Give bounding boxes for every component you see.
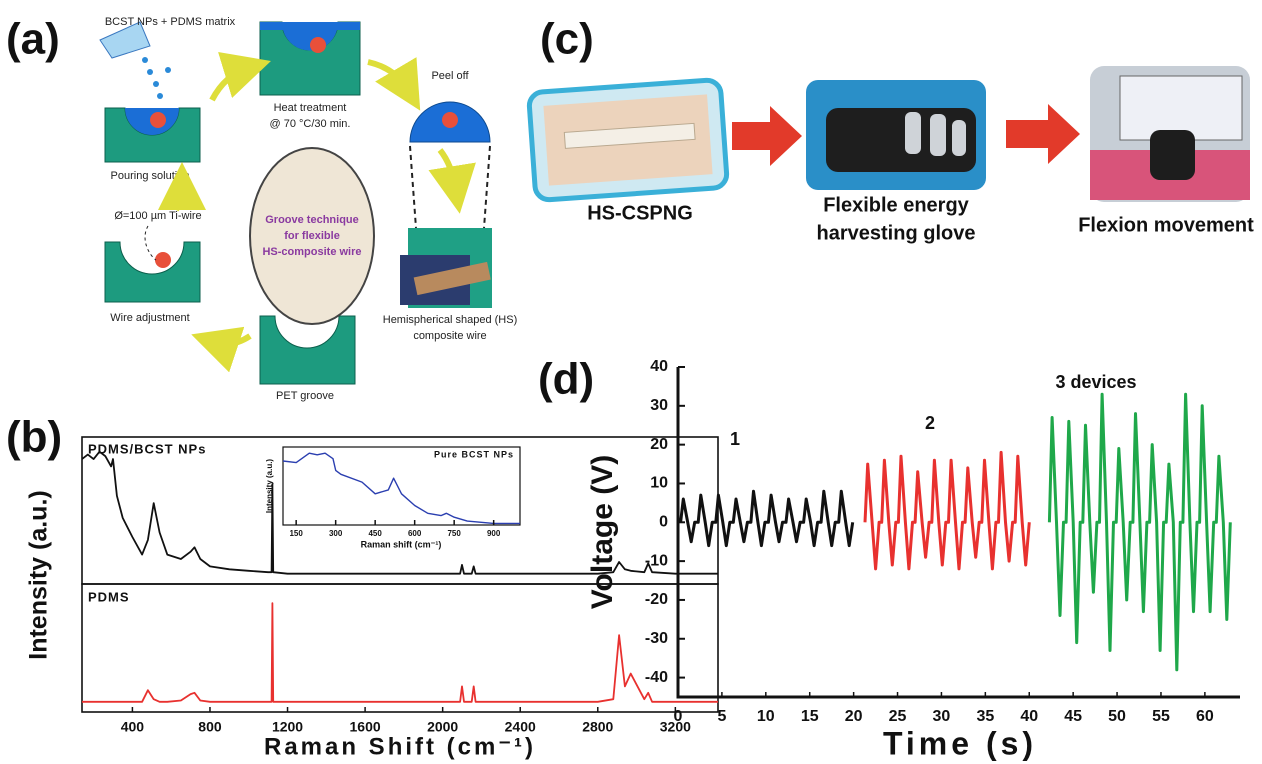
label: BCST NPs + PDMS matrix (105, 16, 236, 28)
flow-arrow (214, 336, 250, 344)
x-tick-label: 25 (889, 708, 907, 725)
chart-title: PDMS/BCST NPs (88, 441, 206, 456)
y-tick-label: 20 (650, 436, 668, 453)
x-tick-label: 300 (329, 529, 343, 538)
groove-block (105, 242, 200, 302)
plot-area (82, 584, 718, 712)
x-tick-label: 15 (801, 708, 819, 725)
label: Heat treatment (274, 102, 347, 114)
x-axis-label: Raman Shift (cm⁻¹) (264, 733, 536, 760)
droplet (147, 69, 153, 75)
series-label: 1 (730, 429, 740, 449)
y-tick-label: -40 (645, 669, 668, 686)
wire (155, 252, 171, 268)
x-tick-label: 600 (408, 529, 422, 538)
x-tick-label: 50 (1108, 708, 1126, 725)
panel-label: (a) (6, 15, 60, 64)
photo-strip (905, 112, 921, 154)
label: Wire adjustment (110, 312, 189, 324)
caption: harvesting glove (817, 222, 976, 244)
x-tick-label: 800 (198, 719, 222, 735)
data-line (681, 491, 853, 545)
x-tick-label: 450 (368, 529, 382, 538)
x-tick-label: 2400 (505, 719, 536, 735)
x-tick-label: 1200 (272, 719, 303, 735)
label: composite wire (413, 330, 486, 342)
y-axis-label: Intensity (a.u.) (25, 490, 53, 659)
x-tick-label: 2800 (582, 719, 613, 735)
x-tick-label: 2000 (427, 719, 458, 735)
x-tick-label: 5 (717, 708, 726, 725)
label: PET groove (276, 390, 334, 402)
photo-strip (930, 114, 946, 156)
droplet (142, 57, 148, 63)
series-label: 3 devices (1055, 372, 1136, 392)
photo-device (528, 79, 727, 200)
photo-strip (952, 120, 966, 156)
center-text: for flexible (284, 230, 340, 242)
x-tick-label: 150 (289, 529, 303, 538)
y-tick-label: 10 (650, 475, 668, 492)
label: Ø=100 µm Ti-wire (114, 210, 201, 222)
y-tick-label: -30 (645, 630, 668, 647)
photo-hand (1150, 130, 1195, 180)
y-tick-label: -10 (645, 552, 668, 569)
caption: HS-CSPNG (587, 202, 693, 224)
panel-label: (c) (540, 15, 594, 64)
x-axis-label: Raman shift (cm⁻¹) (361, 539, 442, 549)
chart-title: PDMS (88, 589, 130, 604)
x-tick-label: 900 (487, 529, 501, 538)
center-text: Groove technique (265, 214, 359, 226)
series-label: 2 (925, 413, 935, 433)
droplet (153, 81, 159, 87)
flow-arrow (440, 150, 456, 190)
x-tick-label: 60 (1196, 708, 1214, 725)
x-tick-label: 1600 (350, 719, 381, 735)
y-tick-label: -20 (645, 591, 668, 608)
x-tick-label: 20 (845, 708, 863, 725)
flow-arrow (212, 68, 248, 100)
panel-label: (d) (538, 355, 594, 404)
x-tick-label: 40 (1020, 708, 1038, 725)
y-tick-label: 30 (650, 397, 668, 414)
arrow (1006, 104, 1080, 164)
chart-title: Pure BCST NPs (434, 449, 514, 459)
flow-arrow (368, 62, 408, 90)
x-tick-label: 10 (757, 708, 775, 725)
flow-arrow (176, 186, 182, 210)
label: @ 70 °C/30 min. (270, 118, 351, 130)
droplet (157, 93, 163, 99)
y-axis-label: Voltage (V) (586, 455, 619, 609)
label: Hemispherical shaped (HS) (383, 314, 518, 326)
y-tick-label: 0 (659, 514, 668, 531)
label: Peel off (431, 70, 469, 82)
arrow (732, 106, 802, 166)
x-tick-label: 30 (933, 708, 951, 725)
groove-block (260, 316, 355, 384)
wire (310, 37, 326, 53)
data-line (865, 452, 1029, 569)
data-line (1049, 394, 1230, 670)
zoom-lines (410, 146, 490, 228)
y-axis-label: Intensity (a.u.) (265, 459, 274, 514)
caption: Flexion movement (1078, 214, 1254, 236)
caption: Flexible energy (823, 194, 969, 216)
figure: (a) (b) (c) (d) BCST NPs + PDMS matrix P… (0, 0, 1262, 764)
data-line (82, 603, 718, 702)
panel-label: (b) (6, 413, 62, 462)
x-tick-label: 400 (121, 719, 145, 735)
x-tick-label: 55 (1152, 708, 1170, 725)
x-axis-label: Time (s) (883, 725, 1037, 761)
y-tick-label: 40 (650, 358, 668, 375)
x-tick-label: 750 (447, 529, 461, 538)
center-text: HS-composite wire (262, 246, 361, 258)
wire-path (145, 226, 156, 260)
droplet (165, 67, 171, 73)
wire (150, 112, 166, 128)
x-tick-label: 35 (976, 708, 994, 725)
wire (442, 112, 458, 128)
x-tick-label: 45 (1064, 708, 1082, 725)
label: Pouring solution (111, 170, 190, 182)
x-tick-label: 0 (674, 708, 683, 725)
